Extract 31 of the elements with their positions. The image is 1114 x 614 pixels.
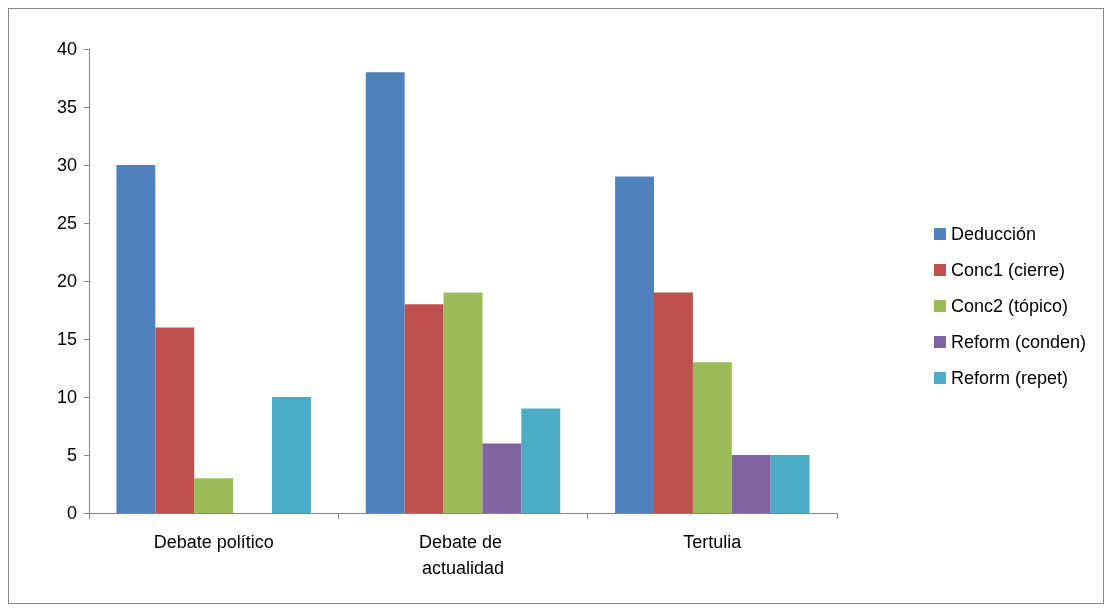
bar [770, 455, 810, 513]
y-tick-label: 10 [56, 387, 77, 407]
bar [272, 397, 311, 513]
y-tick-label: 0 [66, 503, 77, 523]
bar [443, 292, 483, 513]
y-tick-label: 25 [56, 213, 77, 233]
bar [653, 292, 693, 513]
y-tick-label: 35 [56, 97, 77, 117]
y-tick-label: 40 [56, 39, 77, 59]
y-tick-label: 30 [56, 155, 77, 175]
x-tick-label: Debate de actualidad [418, 532, 508, 578]
bar [365, 72, 405, 513]
y-tick-label: 20 [56, 271, 77, 291]
bar [194, 478, 234, 513]
bar [521, 408, 561, 513]
legend-label: Reform (conden) [950, 332, 1087, 352]
bar [404, 304, 444, 513]
legend-label: Conc2 (tópico) [950, 296, 1069, 316]
y-tick-label: 15 [56, 329, 77, 349]
bar [692, 362, 732, 513]
legend-label: Deducción [950, 224, 1037, 244]
legend-label: Reform (repet) [950, 368, 1068, 388]
x-tick-label: Debate político [153, 532, 274, 552]
bar [155, 327, 195, 513]
bar [731, 455, 771, 513]
bar [615, 176, 654, 513]
bar [482, 443, 522, 513]
bar [116, 165, 156, 513]
legend-label: Conc1 (cierre) [950, 260, 1065, 280]
x-tick-label: Tertulia [683, 532, 743, 552]
y-tick-label: 5 [66, 445, 77, 465]
